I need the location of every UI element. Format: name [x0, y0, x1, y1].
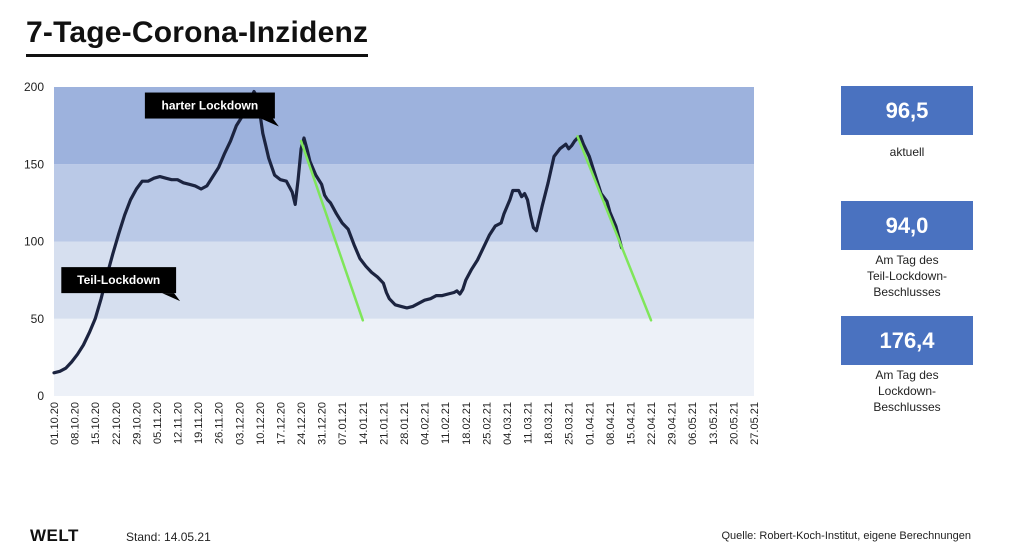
- x-tick-label: 21.01.21: [378, 402, 390, 445]
- stat-label-lockdown: Am Tag des Lockdown- Beschlusses: [827, 367, 987, 415]
- footer-stand: Stand: 14.05.21: [126, 530, 211, 544]
- x-tick-label: 06.05.21: [687, 402, 699, 445]
- stat-label-line: Beschlusses: [873, 400, 941, 414]
- x-tick-label: 29.10.20: [131, 402, 143, 445]
- y-tick-label: 150: [24, 157, 44, 171]
- stat-label-line: Am Tag des: [875, 253, 939, 267]
- x-tick-label: 04.02.21: [420, 402, 432, 445]
- chart-title: 7-Tage-Corona-Inzidenz: [26, 16, 369, 57]
- x-tick-label: 18.02.21: [461, 402, 473, 445]
- stat-label-line: Teil-Lockdown-: [866, 269, 948, 283]
- y-tick-label: 0: [37, 389, 44, 403]
- callout-label: harter Lockdown: [162, 99, 259, 113]
- callouts: harter Lockdown Teil-Lockdown: [61, 92, 279, 302]
- x-tick-label: 08.04.21: [605, 402, 617, 445]
- incidence-band: [54, 318, 754, 396]
- stat-value-teil-lockdown: 94,0: [841, 201, 973, 250]
- y-tick-label: 200: [24, 80, 44, 94]
- trend-line: [576, 135, 653, 322]
- callout-box: [61, 267, 177, 294]
- callout-pointer: [162, 293, 181, 302]
- x-tick-label: 22.04.21: [646, 402, 658, 445]
- stat-label-line: Am Tag des: [875, 368, 939, 382]
- incidence-band: [54, 164, 754, 242]
- x-tick-label: 19.11.20: [193, 402, 205, 444]
- x-tick-label: 11.02.21: [440, 402, 452, 444]
- series-layer: [52, 90, 624, 375]
- x-tick-label: 15.10.20: [90, 402, 102, 445]
- x-tick-label: 29.04.21: [667, 402, 679, 445]
- x-tick-label: 08.10.20: [70, 402, 82, 445]
- x-tick-label: 17.12.20: [275, 402, 287, 445]
- incidence-line: [52, 90, 624, 375]
- x-tick-label: 28.01.21: [399, 402, 411, 445]
- x-tick-label: 25.02.21: [481, 402, 493, 445]
- x-tick-label: 04.03.21: [502, 402, 514, 445]
- x-tick-label: 20.05.21: [728, 402, 740, 445]
- x-tick-label: 12.11.20: [173, 402, 185, 444]
- callout-box: [144, 92, 275, 119]
- x-tick-label: 15.04.21: [625, 402, 637, 445]
- trend-lines: [299, 135, 653, 322]
- stat-value-lockdown: 176,4: [841, 316, 973, 365]
- stat-label-teil-lockdown: Am Tag des Teil-Lockdown- Beschlusses: [827, 252, 987, 300]
- trend-line: [299, 139, 365, 322]
- callout-pointer: [260, 118, 279, 127]
- x-tick-label: 11.03.21: [523, 402, 535, 444]
- x-tick-label: 01.04.21: [584, 402, 596, 445]
- x-tick-label: 01.10.20: [49, 402, 61, 445]
- x-tick-label: 05.11.20: [152, 402, 164, 444]
- incidence-bands: [54, 87, 754, 396]
- x-tick-label: 27.05.21: [749, 402, 761, 445]
- stat-value-current: 96,5: [841, 86, 973, 135]
- x-tick-label: 10.12.20: [255, 402, 267, 445]
- stat-label-line: Beschlusses: [873, 285, 941, 299]
- stat-label-line: aktuell: [889, 145, 925, 159]
- stat-label-line: Lockdown-: [877, 384, 937, 398]
- x-tick-label: 18.03.21: [543, 402, 555, 445]
- x-tick-label: 07.01.21: [337, 402, 349, 445]
- y-tick-label: 50: [31, 312, 45, 326]
- welt-logo: WELT: [30, 526, 79, 545]
- x-tick-label: 26.11.20: [214, 402, 226, 444]
- x-tick-label: 31.12.20: [317, 402, 329, 445]
- x-tick-label: 13.05.21: [708, 402, 720, 445]
- y-tick-label: 100: [24, 235, 44, 249]
- x-axis-ticks: 01.10.20 08.10.20 15.10.20 22.10.20 29.10.20…: [49, 402, 761, 445]
- y-axis-ticks: 0 50 100 150 200: [24, 80, 44, 403]
- x-tick-label: 14.01.21: [358, 402, 370, 445]
- x-tick-label: 03.12.20: [234, 402, 246, 445]
- stat-label-current: aktuell: [827, 144, 987, 160]
- x-tick-label: 25.03.21: [564, 402, 576, 445]
- callout-label: Teil-Lockdown: [77, 273, 160, 287]
- incidence-chart: 0 50 100 150 200 01.10.20 08.10.20 15.10.20 22.…: [24, 80, 761, 445]
- footer-source: Quelle: Robert-Koch-Institut, eigene Ber…: [721, 530, 972, 542]
- x-tick-label: 22.10.20: [111, 402, 123, 445]
- x-tick-label: 24.12.20: [296, 402, 308, 445]
